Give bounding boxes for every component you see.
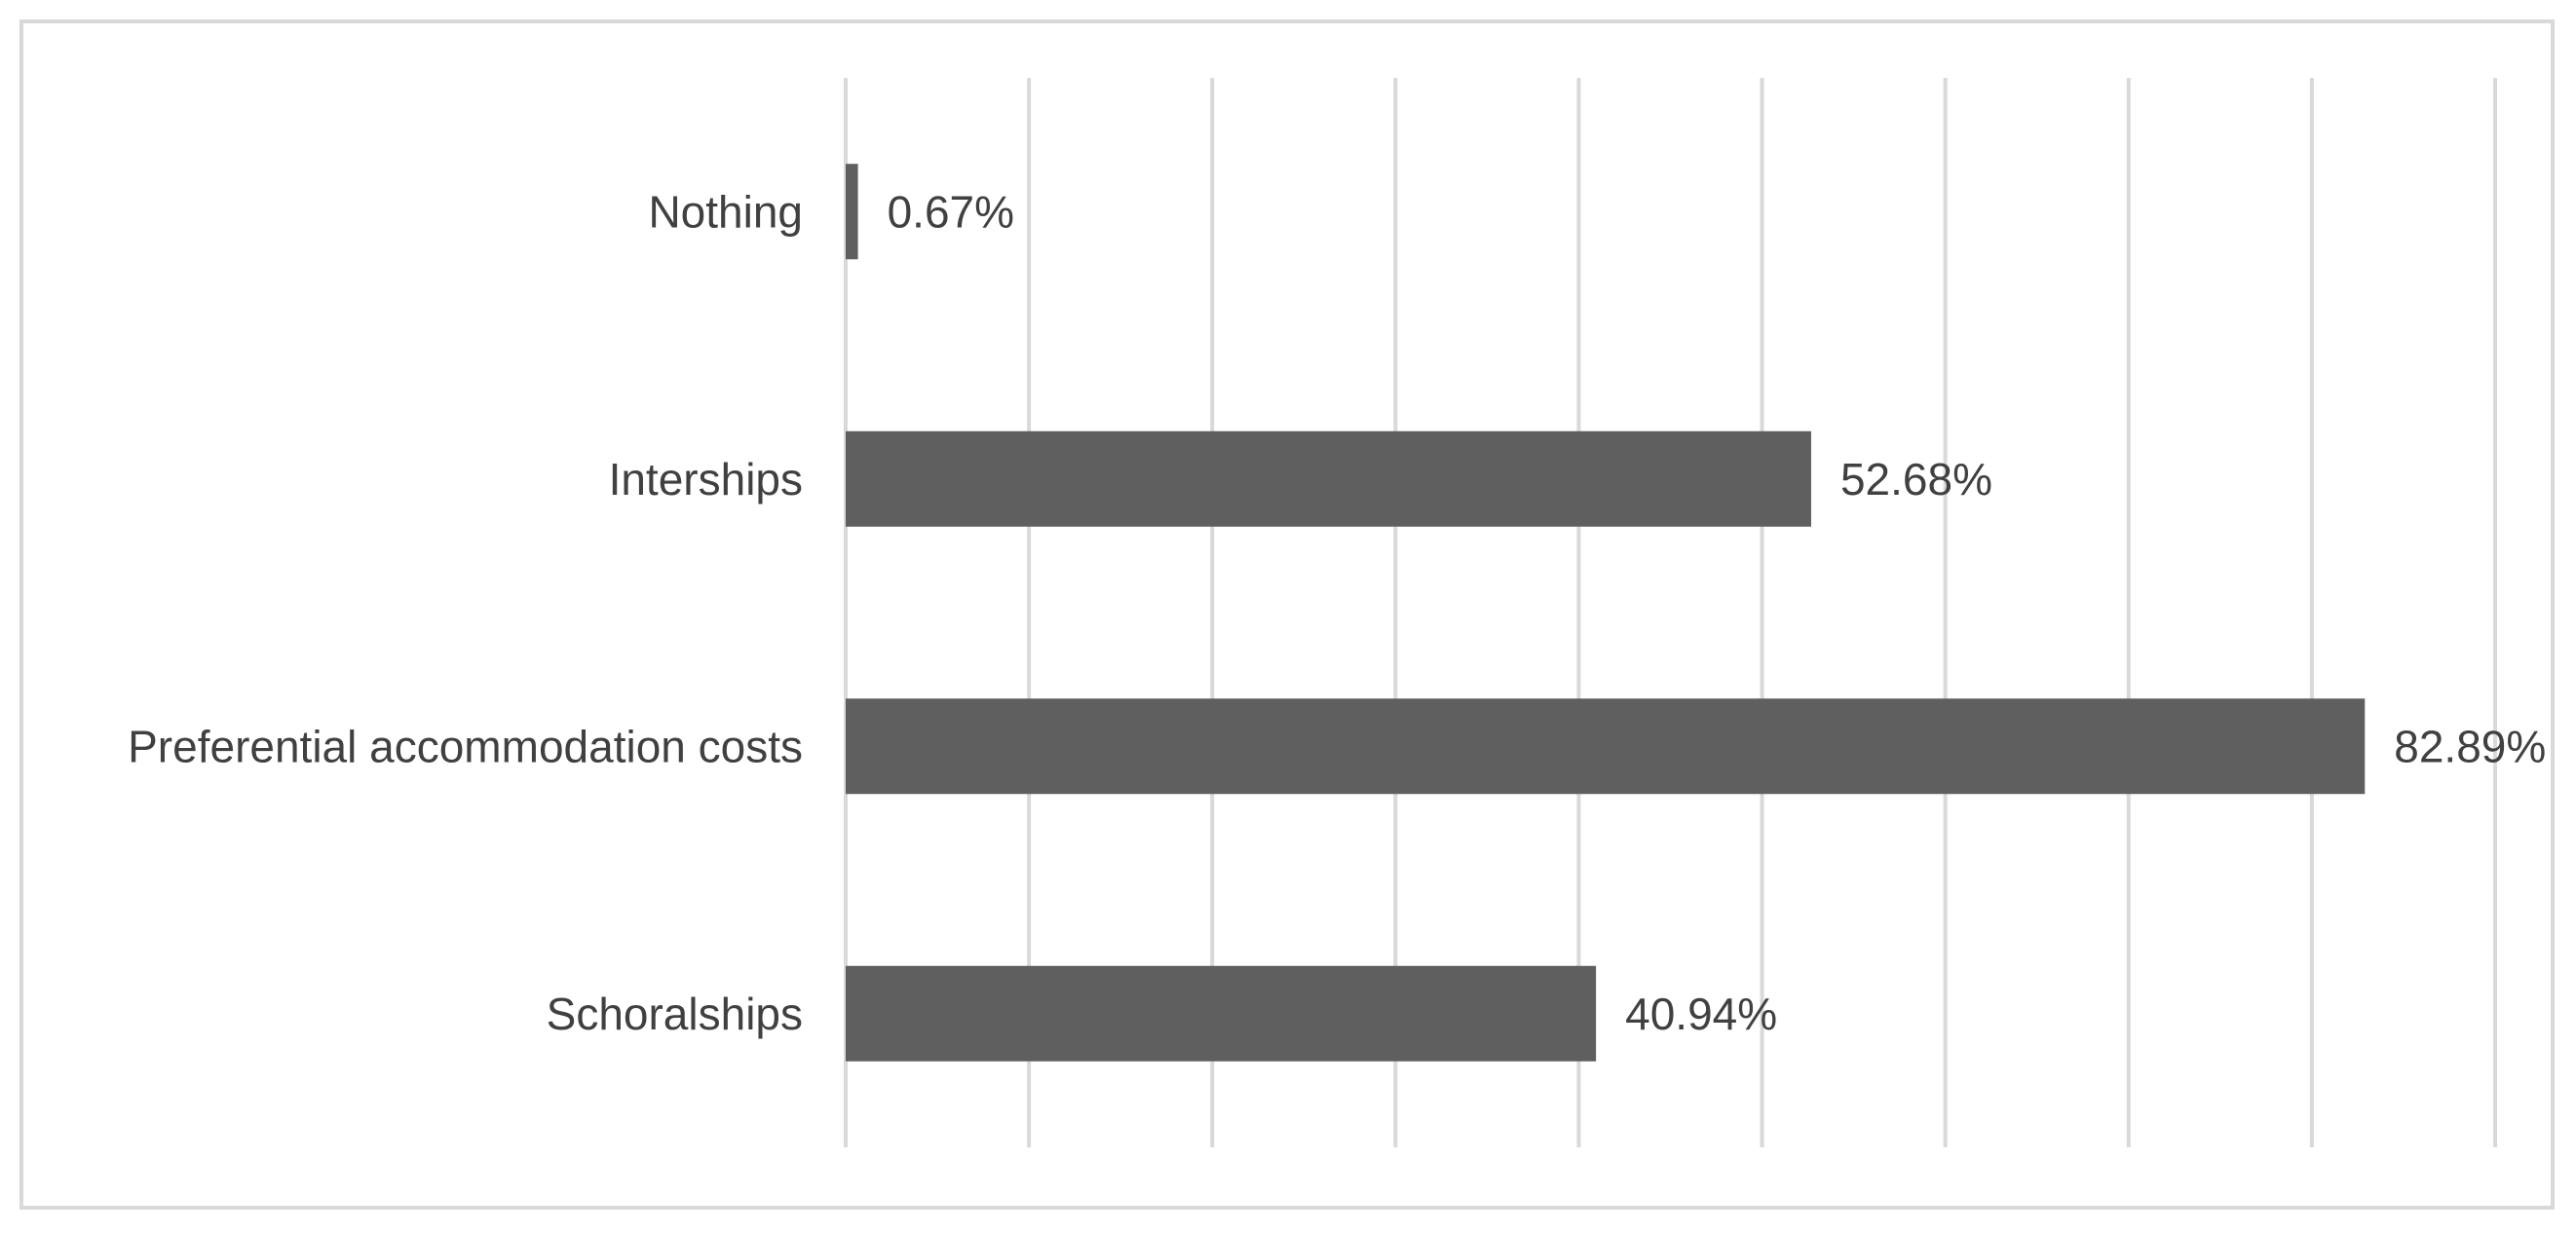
category-label: Nothing <box>648 186 803 237</box>
bar <box>846 698 2366 795</box>
label-layer: Nothing 0.67% Interships 52.68% Preferential… <box>128 186 2546 1039</box>
value-label: 82.89% <box>2394 721 2546 771</box>
bar-layer <box>846 164 2366 1062</box>
category-label: Interships <box>609 454 803 504</box>
bar <box>846 164 858 260</box>
value-label: 52.68% <box>1840 454 1992 504</box>
value-label: 40.94% <box>1625 989 1777 1039</box>
category-label: Preferential accommodation costs <box>128 721 803 771</box>
bar <box>846 965 1597 1062</box>
value-label: 0.67% <box>888 186 1014 237</box>
bar <box>846 430 1811 527</box>
category-label: Schoralships <box>547 989 803 1039</box>
